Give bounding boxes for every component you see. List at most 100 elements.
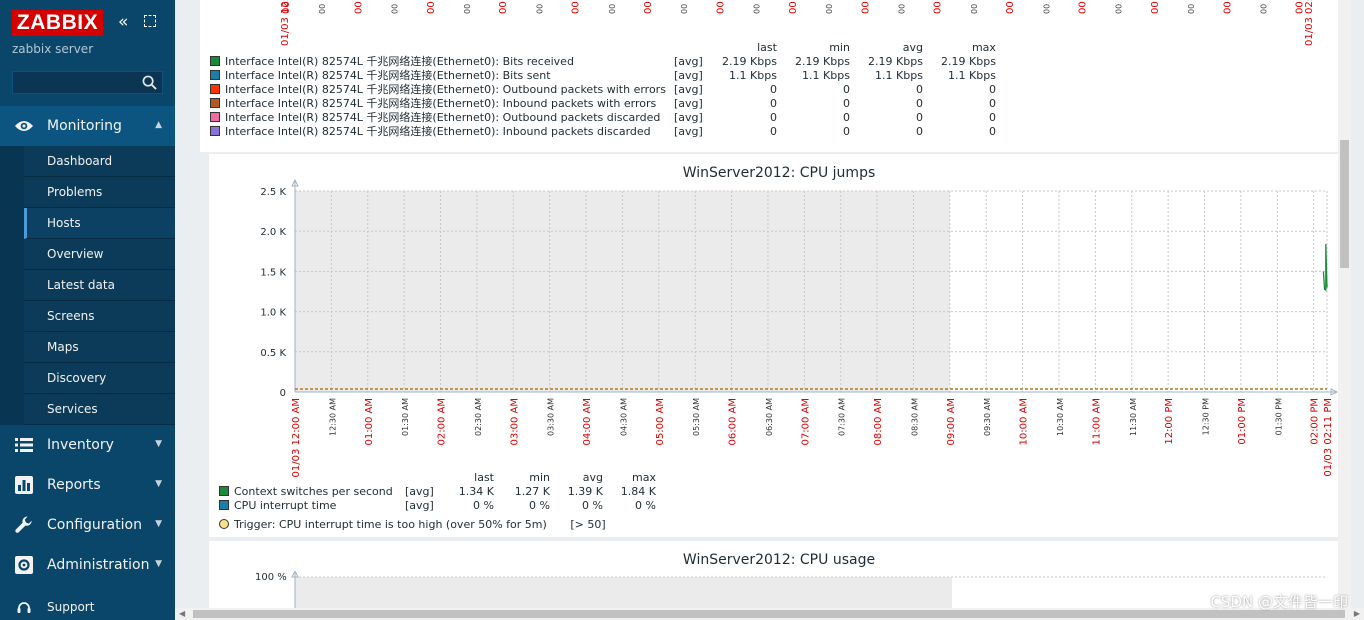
menu-reports[interactable]: Reports ▼ xyxy=(0,465,175,505)
legend-func: [avg] xyxy=(673,55,703,68)
shaded-region xyxy=(295,577,952,608)
x-tick-label: 00 xyxy=(353,1,364,14)
legend-func: [avg] xyxy=(673,97,703,110)
legend-func: [avg] xyxy=(405,485,434,498)
menu-inventory[interactable]: Inventory ▼ xyxy=(0,425,175,465)
vertical-scrollbar-thumb[interactable] xyxy=(1340,140,1349,268)
chevron-down-icon: ▼ xyxy=(155,519,162,529)
legend-item-name: Interface Intel(R) 82574L 千兆网络连接(Etherne… xyxy=(225,125,651,138)
horizontal-scrollbar[interactable]: ◀ ▶ xyxy=(175,608,1364,620)
legend-avg: 2.19 Kbps xyxy=(868,55,923,68)
legend-avg: 0 xyxy=(915,83,923,96)
x-tick-label: 00 xyxy=(1115,4,1124,14)
legend-item-name: Interface Intel(R) 82574L 千兆网络连接(Etherne… xyxy=(225,111,661,124)
x-tick-label: 00 xyxy=(1077,1,1088,14)
x-tick-label: 06:30 AM xyxy=(765,398,774,436)
x-tick-label: 00 xyxy=(825,4,834,14)
zabbix-logo[interactable]: ZABBIX xyxy=(12,10,103,36)
submenu-problems[interactable]: Problems xyxy=(24,177,175,208)
submenu-latest-data[interactable]: Latest data xyxy=(24,270,175,301)
vertical-scrollbar[interactable] xyxy=(1338,0,1351,608)
legend-swatch xyxy=(210,126,220,136)
x-tick-label: 12:30 PM xyxy=(1202,398,1211,435)
legend-swatch xyxy=(210,84,220,94)
x-tick-label: 07:30 AM xyxy=(838,398,847,436)
legend-avg: 0 % xyxy=(582,499,603,512)
legend-header-last: last xyxy=(757,41,777,54)
chevron-down-icon: ▼ xyxy=(155,479,162,489)
legend-header-row: last min avg max xyxy=(206,41,1000,55)
scroll-left-arrow[interactable]: ◀ xyxy=(179,609,186,618)
x-tick-label: 10:00 AM xyxy=(1019,398,1030,445)
logo-row: ZABBIX « xyxy=(12,10,168,36)
chevron-down-icon: ▼ xyxy=(155,439,162,449)
legend-func: [avg] xyxy=(673,69,703,82)
x-tick-label: 00 xyxy=(463,4,472,14)
trigger-swatch xyxy=(219,519,229,529)
x-tick-label: 01/03 12:00 AM xyxy=(280,0,291,46)
cpu-jumps-chart: 2.5 K 2.0 K 1.5 K 1.0 K 0.5 K 0 01/03 12:00 AM… xyxy=(260,178,1339,477)
legend-last: 0 xyxy=(769,111,777,124)
series-name: Context switches per second xyxy=(234,485,393,498)
submenu-dashboard[interactable]: Dashboard xyxy=(24,146,175,177)
x-tick-label: 00 xyxy=(1187,4,1196,14)
x-tick-label: 02:00 AM xyxy=(437,398,448,445)
legend-row: CPU interrupt time [avg] 0 % 0 % 0 % 0 % xyxy=(215,499,660,513)
horizontal-scrollbar-thumb[interactable] xyxy=(193,610,1345,618)
chart-title: WinServer2012: CPU jumps xyxy=(682,165,876,181)
trigger-label: Trigger: CPU interrupt time is too high … xyxy=(234,518,547,531)
x-tick-label: 00 xyxy=(1150,1,1161,14)
x-tick-label: 00 xyxy=(897,4,906,14)
submenu-maps[interactable]: Maps xyxy=(24,332,175,363)
x-tick-label: 01/03 02:11 PM xyxy=(1323,398,1334,477)
x-tick-label: 00 xyxy=(1222,1,1233,14)
x-tick-label: 00 xyxy=(970,4,979,14)
menu-monitoring[interactable]: Monitoring ▲ xyxy=(0,106,175,146)
menu-administration-label: Administration xyxy=(47,557,150,573)
submenu-overview[interactable]: Overview xyxy=(24,239,175,270)
legend-min: 0 xyxy=(842,83,850,96)
x-tick-label: 09:00 AM xyxy=(946,398,957,445)
legend-min: 2.19 Kbps xyxy=(795,55,850,68)
collapse-sidebar-icon[interactable]: « xyxy=(118,12,129,32)
x-tick-label: 00 xyxy=(281,1,292,14)
scroll-right-arrow[interactable]: ▶ xyxy=(1353,609,1360,618)
legend-row: Interface Intel(R) 82574L 千兆网络连接(Etherne… xyxy=(206,125,1000,139)
y-axis-arrow xyxy=(291,178,299,187)
legend-header-min: min xyxy=(529,471,550,484)
legend-last: 2.19 Kbps xyxy=(722,55,777,68)
legend-row: Interface Intel(R) 82574L 千兆网络连接(Etherne… xyxy=(206,55,1000,69)
submenu-discovery[interactable]: Discovery xyxy=(24,363,175,394)
y-tick-label: 1.0 K xyxy=(260,308,286,319)
menu-support[interactable]: Support xyxy=(0,585,175,615)
legend-func: [avg] xyxy=(673,125,703,138)
submenu-hosts[interactable]: Hosts xyxy=(24,208,175,239)
legend-last: 0 xyxy=(769,97,777,110)
legend-max: 0 xyxy=(988,97,996,110)
submenu-services[interactable]: Services xyxy=(24,394,175,425)
legend-min: 0 xyxy=(842,111,850,124)
x-tick-label: 00 xyxy=(1260,4,1269,14)
search-icon[interactable] xyxy=(142,75,157,90)
cpu-usage-graph-panel: WinServer2012: CPU usage 100 % xyxy=(209,541,1349,608)
legend-max: 0 xyxy=(988,125,996,138)
gear-icon xyxy=(14,555,34,575)
legend-max: 2.19 Kbps xyxy=(941,55,996,68)
kiosk-mode-icon[interactable] xyxy=(144,15,156,27)
legend-avg: 0 xyxy=(915,125,923,138)
legend-last: 1.1 Kbps xyxy=(729,69,777,82)
x-tick-label: 01/03 02:11 PM xyxy=(1304,0,1315,46)
wrench-icon xyxy=(14,515,34,535)
legend-header-last: last xyxy=(474,471,494,484)
legend-header-max: max xyxy=(971,41,996,54)
legend-avg: 1.1 Kbps xyxy=(875,69,923,82)
submenu-screens[interactable]: Screens xyxy=(24,301,175,332)
x-tick-label: 06:00 AM xyxy=(728,398,739,445)
legend-max: 0 % xyxy=(635,499,656,512)
x-tick-label: 00 xyxy=(391,4,400,14)
menu-configuration[interactable]: Configuration ▼ xyxy=(0,505,175,545)
search-input[interactable] xyxy=(13,72,139,93)
menu-administration[interactable]: Administration ▼ xyxy=(0,545,175,585)
legend-func: [avg] xyxy=(673,83,703,96)
legend-func: [avg] xyxy=(673,111,703,124)
